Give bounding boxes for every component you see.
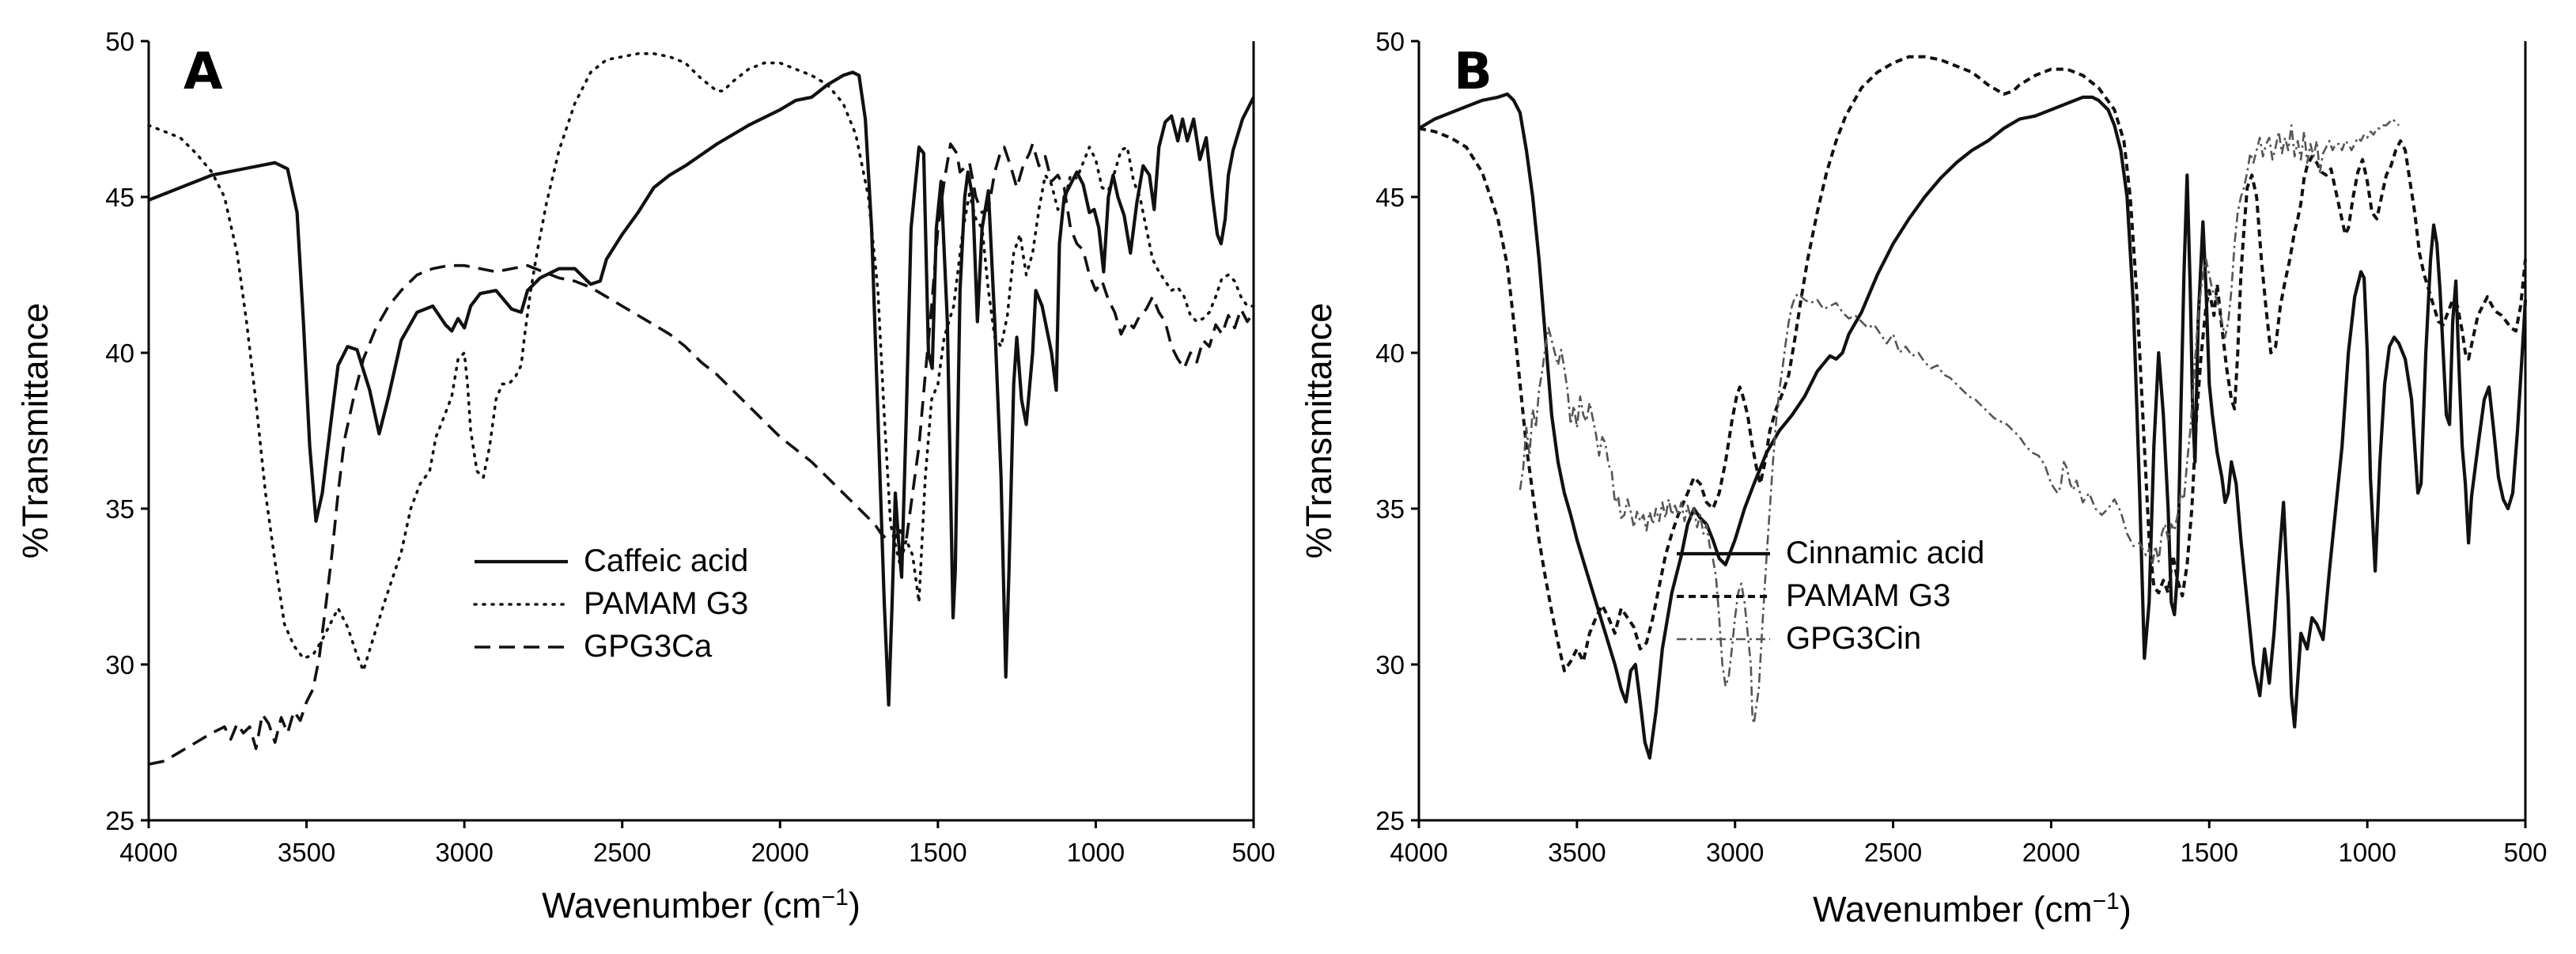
panel-a-x-axis-title-close: ) <box>849 885 861 926</box>
panel-b-axes <box>1417 41 2527 822</box>
panel-a-x-axis-title: Wavenumber (cm−1) <box>542 884 861 926</box>
panel-b-x-tick-label: 1000 <box>2338 838 2396 867</box>
panel-a-axes <box>147 41 1255 822</box>
panel-a-plot-area <box>149 41 1254 820</box>
panel-b-series <box>1417 55 2528 760</box>
panel-b-x-tick-label: 1500 <box>2181 838 2238 867</box>
panel-a-y-tick-label: 35 <box>105 494 134 524</box>
panel-a-y-tick-label: 25 <box>105 806 134 835</box>
panel-a-y-tick-label: 50 <box>105 27 134 56</box>
panel-b-x-axis-title-main: Wavenumber (cm <box>1813 889 2092 929</box>
panel-a-y-tick-label: 30 <box>105 650 134 680</box>
panel-b-label: B <box>1454 43 1492 101</box>
panel-b-legend-label-pamam-g3: PAMAM G3 <box>1786 578 1950 613</box>
panel-a-x-tick-label: 3500 <box>278 838 335 867</box>
panel-a-legend: Caffeic acid PAMAM G3 GPG3Ca <box>473 543 748 664</box>
panel-a-y-tick-label: 45 <box>105 183 134 212</box>
panel-a-label: A <box>183 43 223 101</box>
panel-a-x-axis-title-main: Wavenumber (cm <box>542 885 821 926</box>
panel-a-x-tick-label: 3000 <box>435 838 493 867</box>
panel-b-x-tick-label: 500 <box>2503 838 2547 867</box>
panel-b-y-tick-label: 25 <box>1375 806 1405 835</box>
panel-b-x-tick-label: 4000 <box>1390 838 1447 867</box>
panel-a-x-tick-label: 1000 <box>1067 838 1125 867</box>
panel-b-y-tick-label: 45 <box>1375 183 1405 212</box>
panel-b-legend-label-gpg3cin: GPG3Cin <box>1786 621 1921 656</box>
panel-b-x-tick-label: 2000 <box>2022 838 2080 867</box>
panel-a-x-tick-label: 1500 <box>909 838 966 867</box>
panel-b-y-tick-label: 35 <box>1375 494 1405 524</box>
panel-b-y-axis-title: %Transmittance <box>1299 303 1339 558</box>
panel-b-y-tick-label: 30 <box>1375 650 1405 680</box>
panel-b-y-tick-label: 40 <box>1375 339 1405 368</box>
panel-a-x-tick-label: 2500 <box>593 838 651 867</box>
panel-a-ticks: 4000 3500 3000 2500 2000 1500 1000 500 25 30 35 40 4… <box>105 27 1275 867</box>
panel-b-x-axis-title-close: ) <box>2120 889 2132 929</box>
panel-b-x-tick-label: 2500 <box>1864 838 1922 867</box>
panel-b-legend-label-cinnamic-acid: Cinnamic acid <box>1786 536 1984 570</box>
panel-a-series-pamam-g3 <box>147 52 1255 672</box>
panel-a-series-gpg3ca <box>148 142 1255 766</box>
panel-a-y-axis-title: %Transmittance <box>15 303 55 558</box>
panel-b-y-tick-label: 50 <box>1375 27 1405 56</box>
panel-b-x-tick-label: 3000 <box>1706 838 1764 867</box>
panel-a-x-axis-title-superscript: −1 <box>822 884 849 910</box>
panel-b-x-axis-title: Wavenumber (cm−1) <box>1813 888 2132 929</box>
panel-a-legend-label-caffeic-acid: Caffeic acid <box>584 543 748 578</box>
panel-a: 4000 3500 3000 2500 2000 1500 1000 500 25 30 35 40 4… <box>15 27 1276 926</box>
panel-a-legend-label-gpg3ca: GPG3Ca <box>584 629 713 664</box>
panel-a-legend-label-pamam-g3: PAMAM G3 <box>584 586 748 621</box>
panel-a-y-tick-label: 40 <box>105 339 134 368</box>
panel-a-x-tick-label: 4000 <box>119 838 177 867</box>
panel-b-ticks: 4000 3500 3000 2500 2000 1500 1000 500 25 30 35 40 4… <box>1375 27 2547 867</box>
panel-b-x-tick-label: 3500 <box>1548 838 1606 867</box>
panel-b-plot-area <box>1419 41 2525 820</box>
panel-b: 4000 3500 3000 2500 2000 1500 1000 500 25 30 35 40 4… <box>1299 27 2548 929</box>
panel-b-series-pamam-g3 <box>1418 55 2527 672</box>
panel-a-x-tick-label: 500 <box>1231 838 1275 867</box>
panel-b-series-cinnamic-acid <box>1417 92 2528 760</box>
panel-a-series <box>147 52 1255 766</box>
panel-a-x-tick-label: 2000 <box>751 838 809 867</box>
panel-b-x-axis-title-superscript: −1 <box>2093 888 2120 914</box>
panel-b-legend: Cinnamic acid PAMAM G3 GPG3Cin <box>1677 536 1984 656</box>
panel-b-series-gpg3cin <box>1519 118 2400 725</box>
